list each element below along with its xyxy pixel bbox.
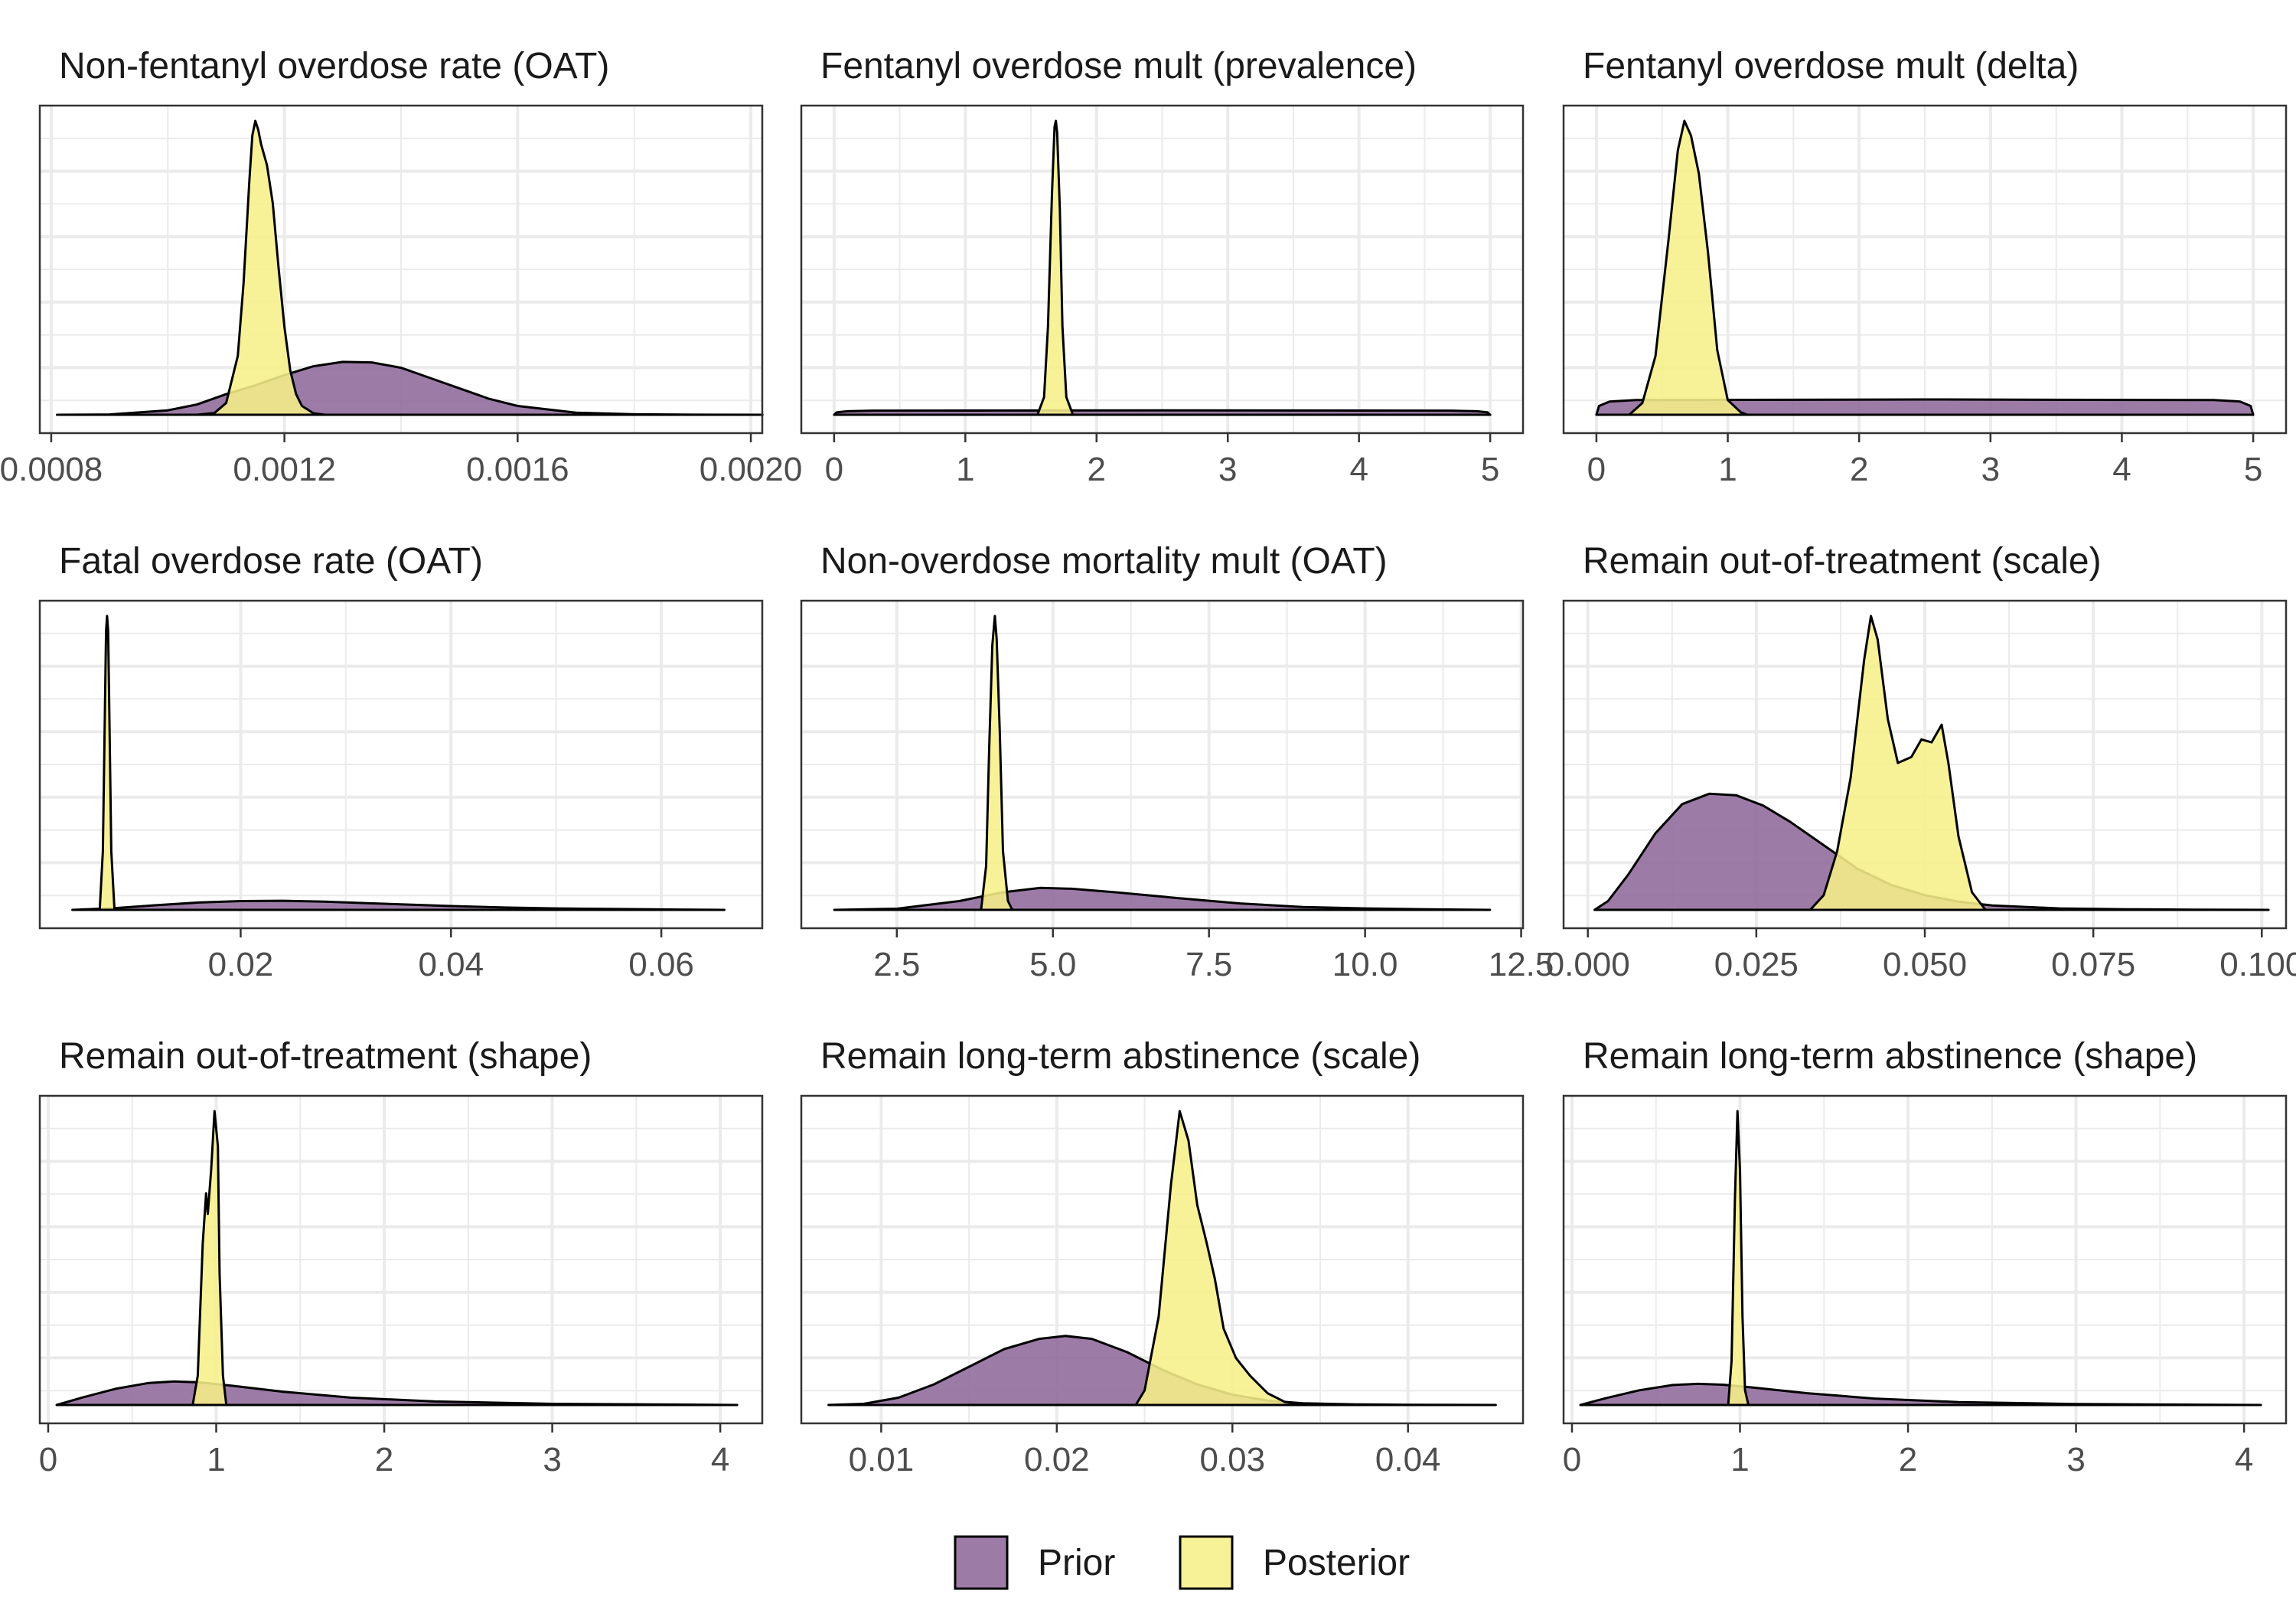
panel-title: Fatal overdose rate (OAT) [59, 541, 483, 582]
density-posterior [1727, 1110, 1750, 1407]
x-tick-label: 0.0008 [0, 451, 103, 488]
x-tick-label: 0.0016 [466, 451, 569, 488]
x-tick-label: 2.5 [873, 946, 920, 983]
x-tick-label: 0.04 [1375, 1441, 1441, 1478]
panel-title: Fentanyl overdose mult (delta) [1583, 46, 2079, 86]
x-tick-label: 0.04 [418, 946, 484, 983]
x-tick-label: 2 [1850, 451, 1868, 488]
density-posterior [1628, 119, 1749, 416]
density-panel-8: Remain long-term abstinence (scale) 0.01 0… [800, 1036, 1525, 1478]
density-prior [71, 899, 726, 911]
x-tick-label: 1 [1718, 451, 1737, 488]
panel-border [800, 104, 1525, 435]
x-tick-label: 3 [1218, 451, 1237, 488]
legend-swatch-posterior [1179, 1535, 1234, 1590]
legend-label-prior: Prior [1038, 1543, 1115, 1583]
x-tick-label: 5 [1481, 451, 1499, 488]
density-posterior [980, 614, 1014, 911]
x-tick-label: 0.01 [849, 1441, 915, 1478]
density-panel-5: Non-overdose mortality mult (OAT) 2.5 5.0 7… [800, 541, 1554, 983]
x-tick-label: 0.0020 [700, 451, 803, 488]
legend-label-posterior: Posterior [1263, 1543, 1410, 1583]
x-tick-label: 12.5 [1489, 946, 1554, 983]
x-tick-label: 4 [2235, 1441, 2253, 1478]
density-prior [833, 409, 1492, 416]
panel-border [38, 104, 764, 435]
panel-title: Non-fentanyl overdose rate (OAT) [59, 46, 609, 86]
x-tick-label: 0 [39, 1441, 57, 1478]
density-posterior [195, 119, 327, 416]
x-tick-label: 1 [956, 451, 974, 488]
x-tick-label: 0.02 [208, 946, 274, 983]
x-tick-label: 0.0012 [233, 451, 336, 488]
panel-border [1562, 1094, 2288, 1425]
density-posterior [1036, 119, 1075, 416]
panel-title: Non-overdose mortality mult (OAT) [820, 541, 1388, 582]
x-tick-label: 0.100 [2219, 946, 2296, 983]
x-tick-label: 0.050 [1883, 946, 1967, 983]
x-tick-label: 2 [1088, 451, 1106, 488]
x-tick-label: 4 [2112, 451, 2131, 488]
x-tick-label: 2 [1899, 1441, 1917, 1478]
x-tick-label: 4 [1349, 451, 1368, 488]
x-tick-label: 3 [1981, 451, 2000, 488]
x-tick-label: 3 [543, 1441, 561, 1478]
x-tick-label: 0.06 [628, 946, 694, 983]
density-panel-2: Fentanyl overdose mult (prevalence) 0 1 2 3 4… [800, 46, 1525, 488]
x-tick-label: 0.02 [1024, 1441, 1090, 1478]
panel-title: Remain out-of-treatment (scale) [1583, 541, 2102, 582]
x-tick-label: 0 [1563, 1441, 1581, 1478]
density-panel-7: Remain out-of-treatment (shape) 0 1 2 3 4 [38, 1036, 764, 1478]
x-tick-label: 4 [711, 1441, 729, 1478]
density-posterior [1134, 1110, 1313, 1407]
x-tick-label: 0.000 [1546, 946, 1630, 983]
x-tick-label: 5.0 [1029, 946, 1076, 983]
x-tick-label: 0.075 [2051, 946, 2135, 983]
panel-border [1562, 104, 2288, 435]
density-posterior [98, 614, 116, 911]
density-posterior [1808, 614, 1987, 911]
x-tick-label: 2 [375, 1441, 393, 1478]
panel-title: Remain out-of-treatment (shape) [59, 1036, 592, 1077]
x-tick-label: 1 [207, 1441, 225, 1478]
panel-title: Fentanyl overdose mult (prevalence) [820, 46, 1417, 86]
panel-border [800, 1094, 1525, 1425]
x-tick-label: 0 [825, 451, 843, 488]
panel-border [38, 599, 764, 930]
panel-title: Remain long-term abstinence (scale) [820, 1036, 1420, 1077]
x-tick-label: 0 [1587, 451, 1606, 488]
x-tick-label: 5 [2244, 451, 2262, 488]
density-panel-1: Non-fentanyl overdose rate (OAT) 0.0008 0.… [0, 46, 802, 488]
x-tick-label: 10.0 [1332, 946, 1398, 983]
density-panel-3: Fentanyl overdose mult (delta) 0 1 2 3 4 5 [1562, 46, 2288, 488]
x-tick-label: 3 [2066, 1441, 2085, 1478]
x-tick-label: 7.5 [1186, 946, 1232, 983]
panel-title: Remain long-term abstinence (shape) [1583, 1036, 2197, 1077]
density-prior [1579, 1382, 2262, 1407]
x-tick-label: 0.025 [1714, 946, 1799, 983]
density-panel-9: Remain long-term abstinence (shape) 0 1 2 3 4 [1562, 1036, 2288, 1478]
panel-border [38, 1094, 764, 1425]
density-panel-4: Fatal overdose rate (OAT) 0.02 0.04 0.06 [38, 541, 764, 983]
x-tick-label: 0.03 [1199, 1441, 1265, 1478]
x-tick-label: 1 [1730, 1441, 1749, 1478]
legend-swatch-prior [954, 1535, 1009, 1590]
density-posterior [191, 1110, 228, 1407]
density-panel-6: Remain out-of-treatment (scale) 0.000 0.02… [1546, 541, 2296, 983]
legend: Prior Posterior [954, 1535, 1410, 1590]
density-prior [1595, 398, 2255, 416]
panel-border [800, 599, 1525, 930]
